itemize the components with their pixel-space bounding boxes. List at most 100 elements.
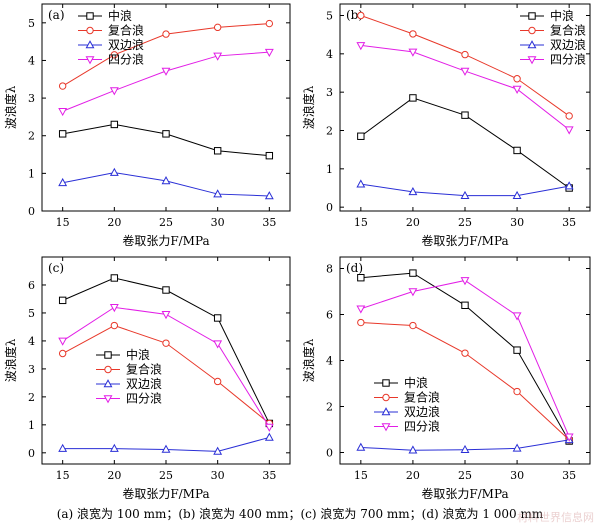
legend-marker [85,40,95,49]
x-tick-label: 30 [510,469,524,482]
data-point [512,443,522,452]
x-tick-label: 15 [354,216,368,229]
data-point [460,67,470,76]
legend-marker [103,379,113,388]
y-tick-label: 0 [28,447,35,460]
chart-panel: 15 20 25 30 35 0 1 2 3 4 5 6 卷取张力F/MPa 波浪度λ (c) 中浪复合浪双边… [3,256,291,501]
y-tick-label: 1 [28,167,35,180]
x-tick-label: 25 [159,216,173,229]
legend-label: 四分浪 [126,391,162,406]
y-tick-label: 5 [28,307,35,320]
data-point [109,167,119,176]
legend-marker [381,423,391,432]
data-point [265,151,274,160]
legend-marker [103,395,113,404]
data-point [58,107,68,117]
data-point [162,286,170,294]
y-tick-label: 4 [326,355,333,368]
data-point [408,48,418,57]
data-point [58,177,68,187]
chart-panel: 15 20 25 30 35 0 1 2 3 4 5 卷取张力F/MPa 波浪度λ (a) 中浪复合浪双边浪… [3,3,291,248]
y-tick-label: 1 [326,163,333,176]
legend-label: 四分浪 [404,419,440,434]
y-tick-label: 4 [326,48,333,61]
data-point [213,23,222,32]
y-tick-label: 0 [28,205,35,218]
data-series [356,277,574,442]
legend-label: 双边浪 [126,376,162,391]
legend-marker [527,40,537,49]
data-series [58,167,274,200]
x-tick-label: 15 [354,469,368,482]
data-point [564,433,574,442]
data-point [356,305,366,314]
x-tick-label: 15 [56,469,70,482]
data-series [58,48,274,117]
legend-marker [104,351,112,359]
y-tick-label: 6 [28,279,35,292]
data-point [109,304,119,313]
data-point [162,339,170,347]
data-point [356,179,366,188]
data-point [409,321,417,330]
y-tick-label: 2 [28,130,35,143]
x-tick-label: 25 [159,469,173,482]
x-tick-label: 15 [56,216,70,229]
legend-marker [528,12,536,20]
y-tick-label: 0 [326,201,333,214]
data-point [513,146,521,155]
y-axis-label: 波浪度λ [3,85,18,129]
x-tick-label: 30 [211,216,225,229]
x-tick-label: 35 [562,216,576,229]
data-series [58,120,274,160]
data-series [357,11,573,120]
y-axis-label: 波浪度λ [301,338,316,382]
legend-label: 双边浪 [550,37,586,52]
legend-label: 双边浪 [404,404,440,419]
series-line [62,306,270,428]
data-series [357,269,573,445]
data-point [264,432,274,441]
data-point [512,190,522,199]
data-point [564,126,574,135]
data-series [356,179,574,199]
y-tick-label: 2 [28,391,35,404]
data-point [161,176,171,185]
chart-panel: 15 20 25 30 35 0 2 4 6 8 卷取张力F/MPa 波浪度λ (d) 中浪复合浪双边浪四… [301,256,591,501]
legend-label: 中浪 [550,8,574,23]
data-point [264,48,274,58]
panel-label: (a) [48,8,65,22]
data-point [110,51,119,59]
y-tick-label: 0 [326,447,333,460]
data-series [58,304,274,432]
figure-caption: (a) 浪宽为 100 mm；(b) 浪宽为 400 mm；(c) 浪宽为 70… [56,507,544,521]
legend-marker [104,365,112,374]
data-point [460,444,470,454]
data-point [409,94,417,102]
x-tick-label: 25 [458,469,472,482]
data-series [58,274,274,428]
x-tick-label: 30 [510,216,524,229]
data-point [110,274,119,282]
data-point [408,445,418,454]
data-point [409,30,417,38]
x-axis-label: 卷取张力F/MPa [122,233,209,248]
data-point [461,111,469,119]
data-point [460,190,470,199]
panel-label: (d) [346,261,363,275]
x-tick-label: 35 [562,469,576,482]
series-line [360,322,570,441]
data-series [356,42,574,135]
data-point [409,269,417,277]
legend-label: 中浪 [404,375,428,390]
series-line [360,97,570,189]
data-point [213,189,223,198]
data-point [513,75,521,83]
data-point [460,277,470,286]
data-point [213,340,223,349]
data-point [357,318,365,327]
